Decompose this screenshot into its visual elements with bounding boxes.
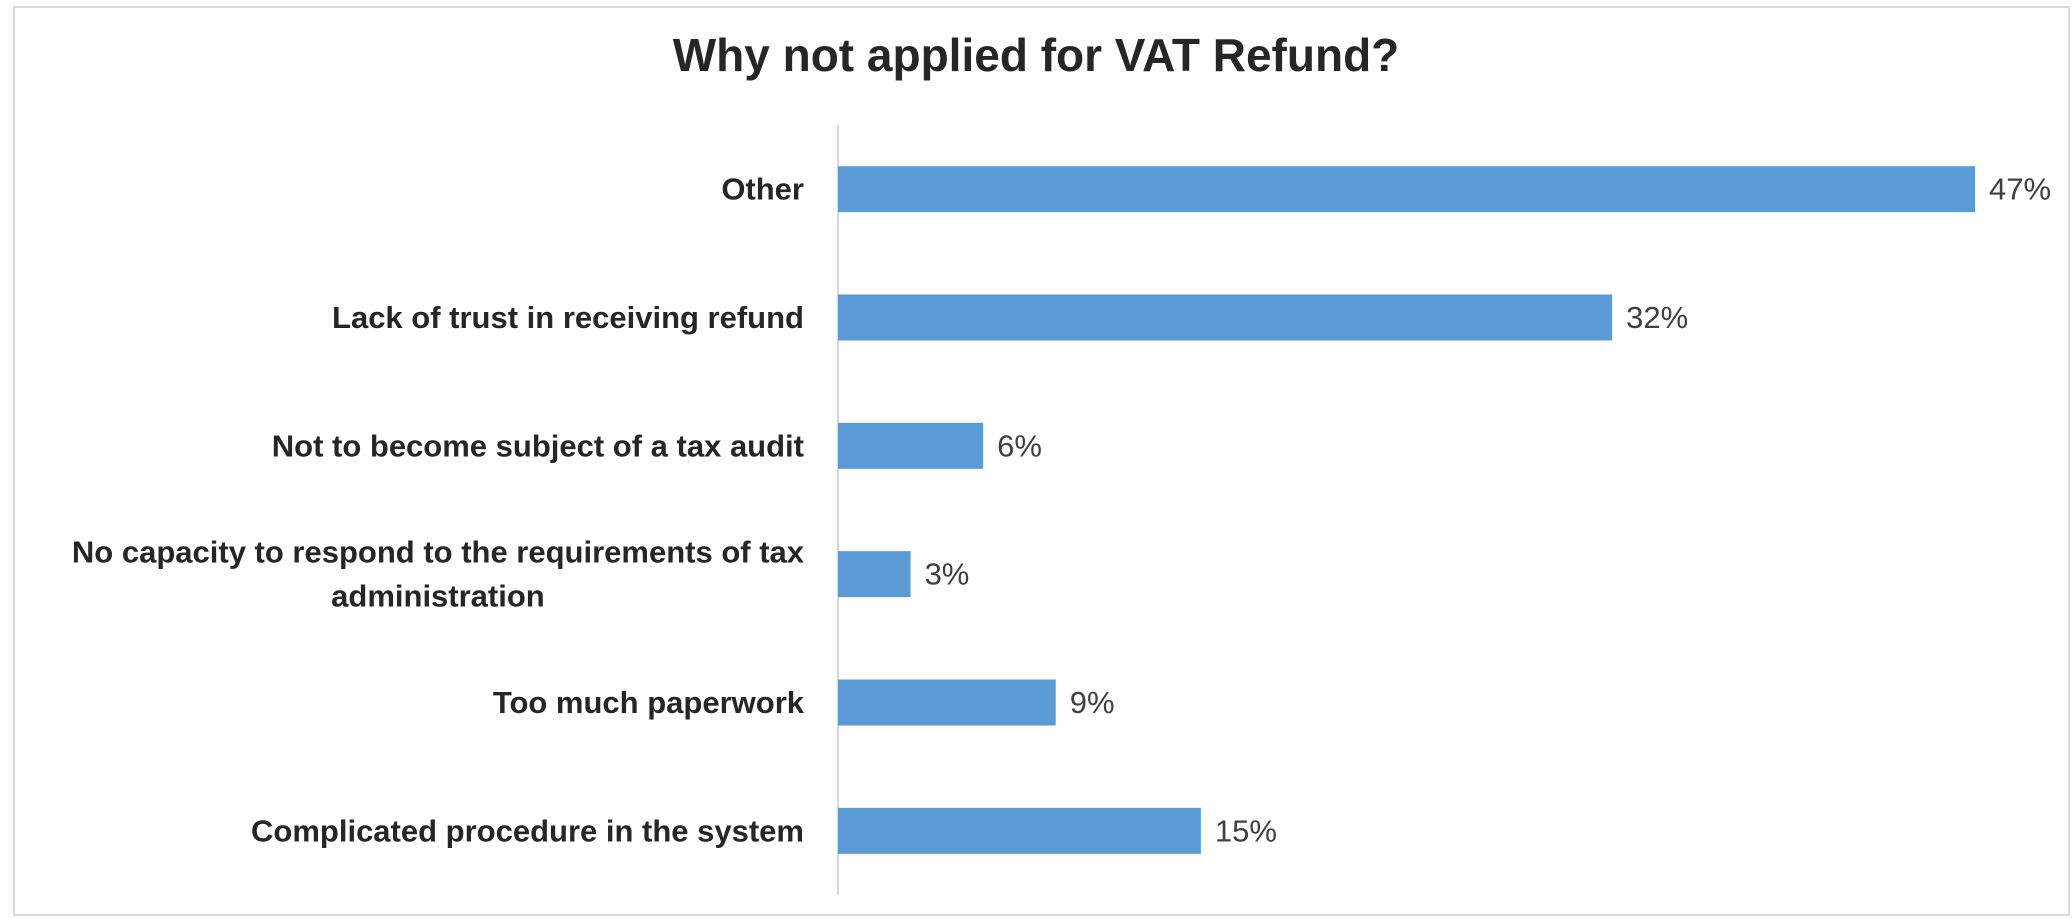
category-label-line: Other <box>721 172 804 207</box>
bar <box>838 422 984 469</box>
bar <box>838 807 1201 854</box>
category-label-line: Lack of trust in receiving refund <box>332 300 804 335</box>
category-label-line: Not to become subject of a tax audit <box>272 428 804 463</box>
data-label: 3% <box>925 557 970 592</box>
data-label: 32% <box>1626 300 1688 335</box>
category-label: Not to become subject of a tax audit <box>272 428 804 463</box>
category-label: Complicated procedure in the system <box>251 813 804 848</box>
bar <box>838 551 911 598</box>
category-label-line: administration <box>331 579 545 614</box>
category-label: No capacity to respond to the requiremen… <box>72 535 805 614</box>
data-label: 47% <box>1989 172 2051 207</box>
bar <box>838 166 1975 213</box>
category-label: Too much paperwork <box>493 685 805 720</box>
category-label: Lack of trust in receiving refund <box>332 300 804 335</box>
bar <box>838 294 1613 341</box>
data-label: 9% <box>1070 685 1115 720</box>
data-label: 6% <box>997 428 1042 463</box>
category-label-line: No capacity to respond to the requiremen… <box>72 535 805 570</box>
category-label-line: Too much paperwork <box>493 685 805 720</box>
category-label: Other <box>721 172 804 207</box>
chart-title: Why not applied for VAT Refund? <box>672 29 1400 81</box>
category-label-line: Complicated procedure in the system <box>251 813 804 848</box>
bar <box>838 679 1056 726</box>
data-label: 15% <box>1215 813 1277 848</box>
chart-frame <box>13 6 2070 916</box>
